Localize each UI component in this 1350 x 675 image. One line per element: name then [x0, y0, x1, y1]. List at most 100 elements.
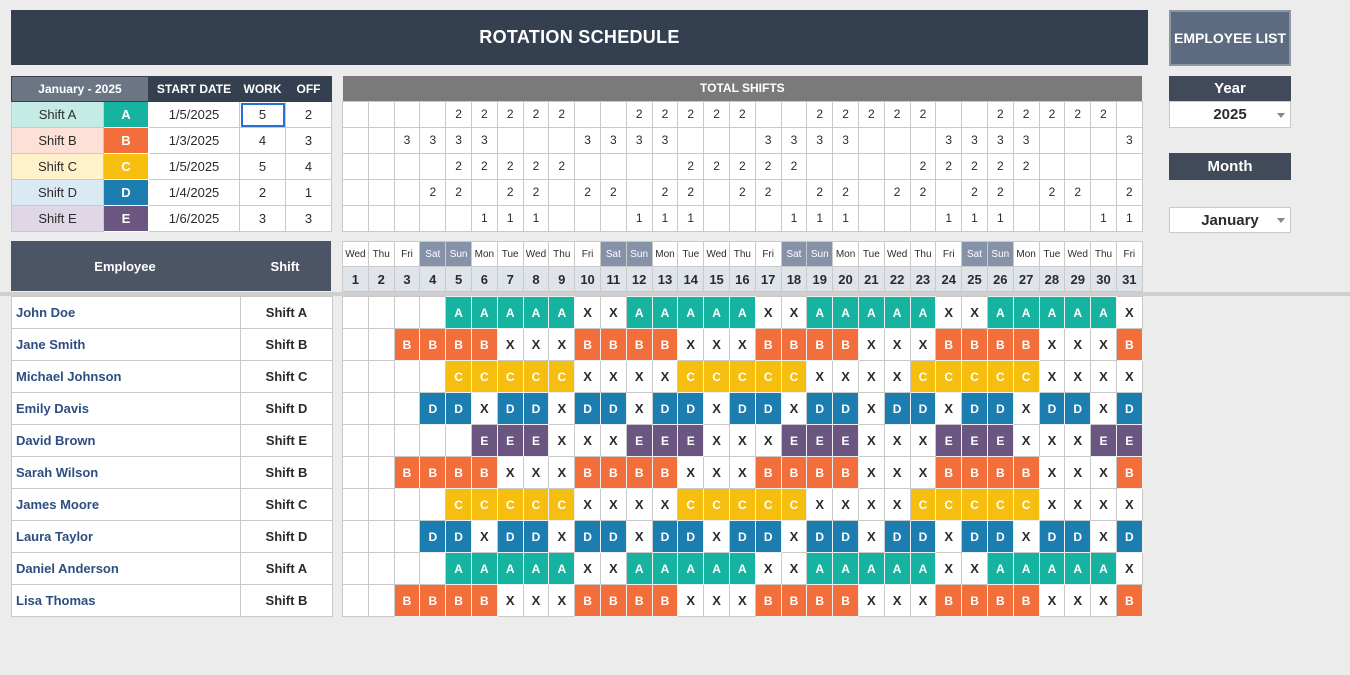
schedule-cell[interactable]: X: [522, 328, 550, 361]
total-cell[interactable]: [393, 152, 421, 180]
schedule-cell[interactable]: [342, 488, 369, 521]
employee-name[interactable]: Emily Davis: [11, 392, 241, 425]
schedule-cell[interactable]: A: [909, 296, 937, 329]
schedule-cell[interactable]: X: [909, 456, 937, 489]
total-cell[interactable]: 1: [470, 204, 498, 232]
employee-shift[interactable]: Shift B: [240, 328, 333, 361]
total-cell[interactable]: [806, 152, 834, 180]
total-cell[interactable]: 1: [832, 204, 859, 232]
total-cell[interactable]: 2: [1115, 178, 1143, 206]
total-cell[interactable]: 1: [806, 204, 834, 232]
schedule-cell[interactable]: X: [883, 328, 911, 361]
schedule-cell[interactable]: D: [961, 520, 988, 553]
schedule-cell[interactable]: X: [857, 360, 885, 393]
schedule-cell[interactable]: [367, 584, 395, 617]
schedule-cell[interactable]: X: [548, 584, 576, 617]
total-cell[interactable]: [342, 152, 369, 180]
schedule-cell[interactable]: A: [703, 296, 730, 329]
schedule-cell[interactable]: B: [651, 328, 679, 361]
schedule-cell[interactable]: X: [806, 360, 834, 393]
total-cell[interactable]: 3: [754, 126, 782, 154]
total-cell[interactable]: 2: [574, 178, 601, 206]
schedule-cell[interactable]: A: [1038, 552, 1066, 585]
schedule-cell[interactable]: X: [599, 488, 627, 521]
schedule-cell[interactable]: C: [677, 360, 705, 393]
schedule-cell[interactable]: D: [445, 520, 472, 553]
schedule-cell[interactable]: D: [496, 520, 524, 553]
schedule-cell[interactable]: X: [961, 552, 988, 585]
work-days-cell[interactable]: 4: [239, 127, 286, 154]
schedule-cell[interactable]: C: [728, 360, 756, 393]
total-cell[interactable]: 2: [1064, 100, 1092, 128]
shift-name-cell[interactable]: Shift D: [11, 179, 104, 206]
total-cell[interactable]: 2: [677, 178, 705, 206]
schedule-cell[interactable]: B: [1012, 584, 1040, 617]
schedule-cell[interactable]: X: [470, 520, 498, 553]
schedule-cell[interactable]: B: [419, 328, 447, 361]
off-days-cell[interactable]: 1: [285, 179, 332, 206]
total-cell[interactable]: 3: [832, 126, 859, 154]
schedule-cell[interactable]: C: [522, 360, 550, 393]
schedule-cell[interactable]: A: [651, 296, 679, 329]
start-date-cell[interactable]: 1/5/2025: [148, 101, 240, 128]
shift-name-cell[interactable]: Shift A: [11, 101, 104, 128]
total-cell[interactable]: 1: [1115, 204, 1143, 232]
total-cell[interactable]: 3: [574, 126, 601, 154]
total-cell[interactable]: [1038, 204, 1066, 232]
schedule-cell[interactable]: A: [496, 552, 524, 585]
schedule-cell[interactable]: D: [677, 392, 705, 425]
total-cell[interactable]: [883, 126, 911, 154]
schedule-cell[interactable]: B: [470, 584, 498, 617]
total-cell[interactable]: [1064, 204, 1092, 232]
schedule-cell[interactable]: X: [1115, 488, 1143, 521]
schedule-cell[interactable]: D: [677, 520, 705, 553]
schedule-cell[interactable]: D: [419, 520, 447, 553]
total-cell[interactable]: 2: [445, 152, 472, 180]
shift-code-cell[interactable]: C: [103, 153, 149, 180]
schedule-cell[interactable]: C: [470, 360, 498, 393]
schedule-cell[interactable]: C: [909, 488, 937, 521]
total-cell[interactable]: [445, 204, 472, 232]
schedule-cell[interactable]: B: [780, 456, 808, 489]
total-cell[interactable]: 2: [522, 100, 550, 128]
schedule-cell[interactable]: X: [1038, 488, 1066, 521]
employee-shift[interactable]: Shift E: [240, 424, 333, 457]
schedule-cell[interactable]: X: [703, 392, 730, 425]
schedule-cell[interactable]: X: [935, 552, 963, 585]
schedule-cell[interactable]: X: [728, 328, 756, 361]
employee-name[interactable]: Daniel Anderson: [11, 552, 241, 585]
total-cell[interactable]: [574, 152, 601, 180]
employee-name[interactable]: David Brown: [11, 424, 241, 457]
schedule-cell[interactable]: A: [548, 552, 576, 585]
total-cell[interactable]: 1: [780, 204, 808, 232]
schedule-cell[interactable]: [342, 424, 369, 457]
schedule-cell[interactable]: E: [522, 424, 550, 457]
employee-name[interactable]: Lisa Thomas: [11, 584, 241, 617]
total-cell[interactable]: [419, 204, 447, 232]
total-cell[interactable]: [625, 178, 653, 206]
shift-code-cell[interactable]: A: [103, 101, 149, 128]
total-cell[interactable]: [496, 126, 524, 154]
schedule-cell[interactable]: [393, 392, 421, 425]
work-days-cell[interactable]: 5: [239, 101, 286, 128]
schedule-cell[interactable]: X: [1064, 584, 1092, 617]
schedule-cell[interactable]: X: [548, 424, 576, 457]
schedule-cell[interactable]: B: [806, 328, 834, 361]
schedule-cell[interactable]: D: [496, 392, 524, 425]
schedule-cell[interactable]: X: [1064, 360, 1092, 393]
schedule-cell[interactable]: [419, 296, 447, 329]
schedule-cell[interactable]: B: [419, 456, 447, 489]
schedule-cell[interactable]: B: [625, 584, 653, 617]
total-cell[interactable]: [703, 204, 730, 232]
schedule-cell[interactable]: D: [883, 392, 911, 425]
total-cell[interactable]: 2: [703, 152, 730, 180]
total-cell[interactable]: 2: [961, 178, 988, 206]
schedule-cell[interactable]: B: [986, 328, 1014, 361]
schedule-cell[interactable]: E: [1090, 424, 1117, 457]
total-cell[interactable]: 3: [651, 126, 679, 154]
schedule-cell[interactable]: A: [986, 296, 1014, 329]
schedule-cell[interactable]: D: [651, 520, 679, 553]
schedule-cell[interactable]: B: [470, 328, 498, 361]
total-cell[interactable]: [1115, 100, 1143, 128]
total-cell[interactable]: [574, 204, 601, 232]
